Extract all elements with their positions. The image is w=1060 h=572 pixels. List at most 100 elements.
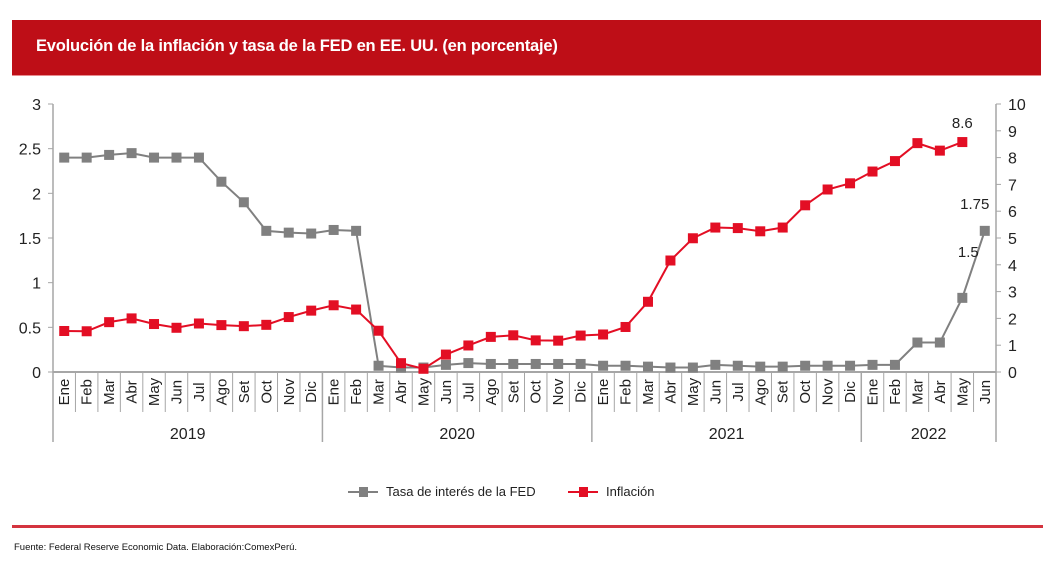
legend-item-fed-rate[interactable]: Tasa de interés de la FED <box>348 484 536 499</box>
axes: 0 0.5 1 1.5 2 2.5 3 0 1 2 3 4 5 6 7 8 9 10 Ene Feb Mar Abr May… <box>19 97 1026 443</box>
x-tick-label: May <box>685 377 702 406</box>
data-point-fed-rate <box>328 224 339 235</box>
y-left-tick-label: 2.5 <box>19 142 41 159</box>
legend-label-fed-rate: Tasa de interés de la FED <box>386 484 536 499</box>
data-point-fed-rate <box>508 358 519 369</box>
y-left-tick-label: 1 <box>32 276 41 293</box>
x-tick-label: Jun <box>438 380 455 404</box>
legend-swatch-fed-rate <box>348 486 378 498</box>
x-tick-label: Ene <box>56 379 73 406</box>
data-point-fed-rate <box>306 228 317 239</box>
x-tick-label: Feb <box>348 379 365 405</box>
legend-item-inflation[interactable]: Inflación <box>568 484 654 499</box>
x-year-label: 2021 <box>709 426 745 443</box>
x-tick-label: Feb <box>79 379 96 405</box>
data-point-inflation <box>822 184 833 195</box>
data-point-fed-rate <box>530 358 541 369</box>
x-tick-label: Jul <box>191 382 208 401</box>
y-left-tick-label: 0 <box>32 365 41 382</box>
data-point-fed-rate <box>912 337 923 348</box>
data-point-fed-rate <box>598 360 609 371</box>
x-tick-label: Ene <box>326 379 343 406</box>
data-label-inflation: 8.6 <box>952 115 973 132</box>
x-tick-label: Mar <box>640 379 657 405</box>
x-tick-label: Set <box>505 380 522 403</box>
data-point-fed-rate <box>261 225 272 236</box>
x-tick-label: May <box>146 377 163 406</box>
data-point-fed-rate <box>373 360 384 371</box>
data-point-fed-rate <box>171 152 182 163</box>
y-left-tick-label: 0.5 <box>19 320 41 337</box>
x-tick-label: Dic <box>842 381 859 403</box>
x-tick-label: Jun <box>707 380 724 404</box>
data-point-fed-rate <box>149 152 160 163</box>
y-left-tick-label: 1.5 <box>19 231 41 248</box>
y-right-tick-label: 3 <box>1008 285 1017 302</box>
data-point-fed-rate <box>732 360 743 371</box>
x-tick-label: Set <box>236 380 253 403</box>
data-point-fed-rate <box>665 362 676 373</box>
x-tick-label: Dic <box>573 381 590 403</box>
data-point-fed-rate <box>59 152 70 163</box>
data-point-inflation <box>104 317 115 328</box>
data-point-fed-rate <box>485 358 496 369</box>
x-tick-label: Nov <box>550 378 567 405</box>
x-tick-label: Nov <box>281 378 298 405</box>
data-point-fed-rate <box>957 292 968 303</box>
chart-title: Evolución de la inflación y tasa de la F… <box>36 37 558 55</box>
y-right-tick-label: 5 <box>1008 231 1017 248</box>
data-point-inflation <box>755 226 766 237</box>
x-tick-label: Abr <box>932 380 949 403</box>
data-point-inflation <box>889 156 900 167</box>
data-point-fed-rate <box>845 360 856 371</box>
data-point-fed-rate <box>755 361 766 372</box>
data-point-inflation <box>306 305 317 316</box>
x-tick-label: Nov <box>820 378 837 405</box>
x-tick-label: Ene <box>595 379 612 406</box>
data-point-fed-rate <box>81 152 92 163</box>
data-label-fed-rate: 1.75 <box>960 196 989 213</box>
data-point-inflation <box>328 300 339 311</box>
y-right-tick-label: 0 <box>1008 365 1017 382</box>
data-point-fed-rate <box>867 359 878 370</box>
y-right-tick-label: 9 <box>1008 124 1017 141</box>
data-point-inflation <box>530 335 541 346</box>
data-point-fed-rate <box>687 362 698 373</box>
x-tick-label: Jun <box>168 380 185 404</box>
x-tick-label: Dic <box>303 381 320 403</box>
series-lines <box>64 141 986 370</box>
data-point-fed-rate <box>710 359 721 370</box>
data-point-inflation <box>800 200 811 211</box>
data-point-inflation <box>485 331 496 342</box>
data-point-inflation <box>642 296 653 307</box>
data-point-inflation <box>59 325 70 336</box>
data-point-inflation <box>149 319 160 330</box>
data-point-fed-rate <box>934 337 945 348</box>
y-left-tick-label: 3 <box>32 97 41 114</box>
data-point-inflation <box>777 222 788 233</box>
data-point-fed-rate <box>238 197 249 208</box>
data-point-fed-rate <box>777 361 788 372</box>
data-point-fed-rate <box>283 227 294 238</box>
data-point-inflation <box>845 178 856 189</box>
x-tick-label: Mar <box>371 379 388 405</box>
data-point-inflation <box>665 255 676 266</box>
data-point-inflation <box>351 304 362 315</box>
data-point-inflation <box>81 326 92 337</box>
data-point-inflation <box>261 319 272 330</box>
data-point-inflation <box>867 166 878 177</box>
data-point-inflation <box>193 318 204 329</box>
x-tick-label: Jul <box>730 382 747 401</box>
data-point-fed-rate <box>620 360 631 371</box>
title-bar: Evolución de la inflación y tasa de la F… <box>12 20 1041 76</box>
x-tick-label: Ago <box>213 379 230 406</box>
data-point-inflation <box>912 138 923 149</box>
data-point-fed-rate <box>104 149 115 160</box>
x-tick-label: Ago <box>483 379 500 406</box>
y-right-tick-label: 2 <box>1008 311 1017 328</box>
data-point-fed-rate <box>440 359 451 370</box>
source-note: Fuente: Federal Reserve Economic Data. E… <box>14 542 298 553</box>
data-point-inflation <box>620 321 631 332</box>
data-point-inflation <box>238 321 249 332</box>
